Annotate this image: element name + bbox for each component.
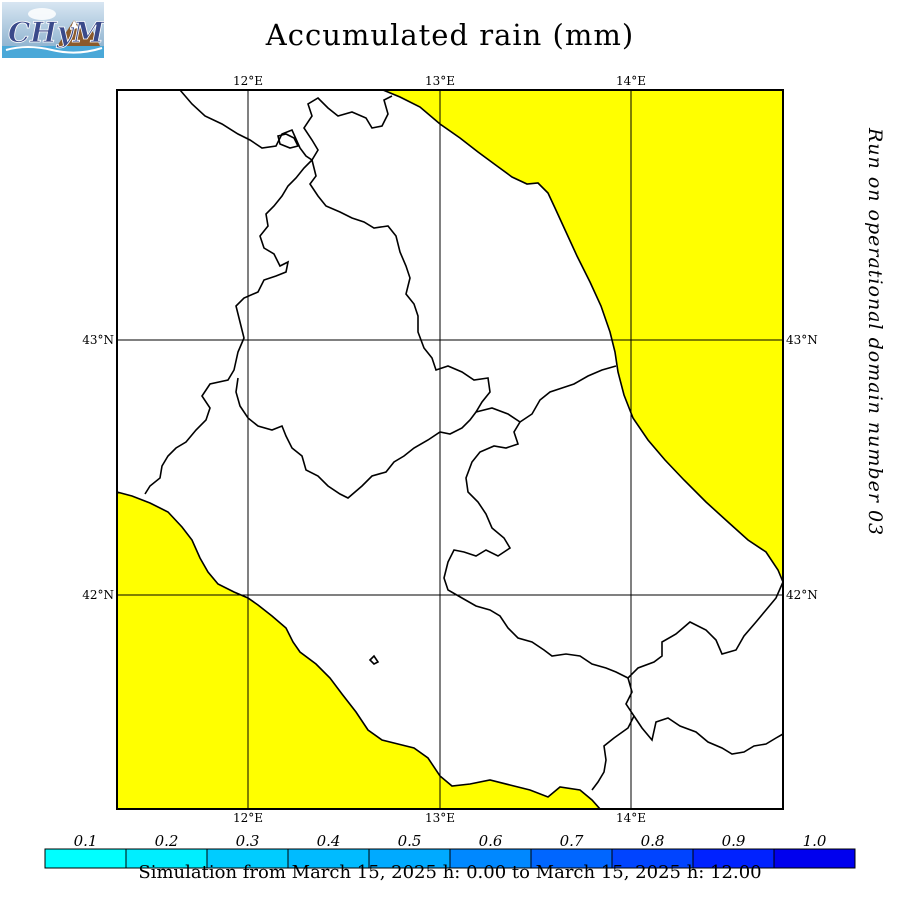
adriatic-sea bbox=[382, 89, 784, 583]
lon-label-bottom-14: 14°E bbox=[616, 811, 646, 825]
legend-label: 0.2 bbox=[155, 832, 179, 850]
legend-label: 0.4 bbox=[317, 832, 341, 850]
tyrrhenian-sea bbox=[116, 490, 602, 810]
border-marche-abruzzo bbox=[519, 365, 617, 423]
map-title: Accumulated rain (mm) bbox=[265, 18, 635, 52]
legend-label: 0.1 bbox=[74, 832, 98, 850]
lat-label-right-42: 42°N bbox=[786, 588, 818, 602]
map-frame bbox=[116, 89, 784, 810]
lat-label-right-43: 43°N bbox=[786, 333, 818, 347]
legend-label: 0.6 bbox=[479, 832, 503, 850]
legend-label: 1.0 bbox=[803, 832, 827, 850]
border-umbria-west bbox=[144, 159, 313, 495]
legend-label: 0.3 bbox=[236, 832, 260, 850]
simulation-period: Simulation from March 15, 2025 h: 0.00 t… bbox=[138, 862, 762, 883]
region-borders bbox=[144, 89, 784, 791]
legend-label: 0.9 bbox=[722, 832, 746, 850]
lat-lon-grid bbox=[117, 90, 783, 809]
lon-label-bottom-12: 12°E bbox=[233, 811, 263, 825]
island-feature bbox=[368, 654, 380, 665]
legend-label: 0.8 bbox=[641, 832, 665, 850]
lon-label-top-12: 12°E bbox=[233, 74, 263, 88]
border-abruzzo bbox=[443, 407, 784, 679]
lon-label-bottom-13: 13°E bbox=[425, 811, 455, 825]
legend-label: 0.7 bbox=[560, 832, 584, 850]
chym-logo: CHyM bbox=[2, 2, 105, 58]
lat-label-left-43: 43°N bbox=[82, 333, 114, 347]
legend-label: 0.5 bbox=[398, 832, 422, 850]
legend-swatch bbox=[773, 848, 856, 869]
lake-trasimeno bbox=[277, 133, 300, 149]
lat-label-left-42: 42°N bbox=[82, 588, 114, 602]
border-umbria-east bbox=[235, 159, 491, 499]
lon-label-top-13: 13°E bbox=[425, 74, 455, 88]
lon-label-top-14: 14°E bbox=[616, 74, 646, 88]
logo-text: CHyM bbox=[8, 16, 104, 49]
domain-label: Run on operational domain number 03 bbox=[864, 128, 886, 537]
color-legend: 0.1 0.2 0.3 0.4 0.5 0.6 0.7 0.8 0.9 1.0 bbox=[44, 832, 856, 869]
border-molise bbox=[633, 715, 784, 755]
border-lazio-campania bbox=[591, 677, 635, 791]
border-north bbox=[179, 89, 393, 162]
